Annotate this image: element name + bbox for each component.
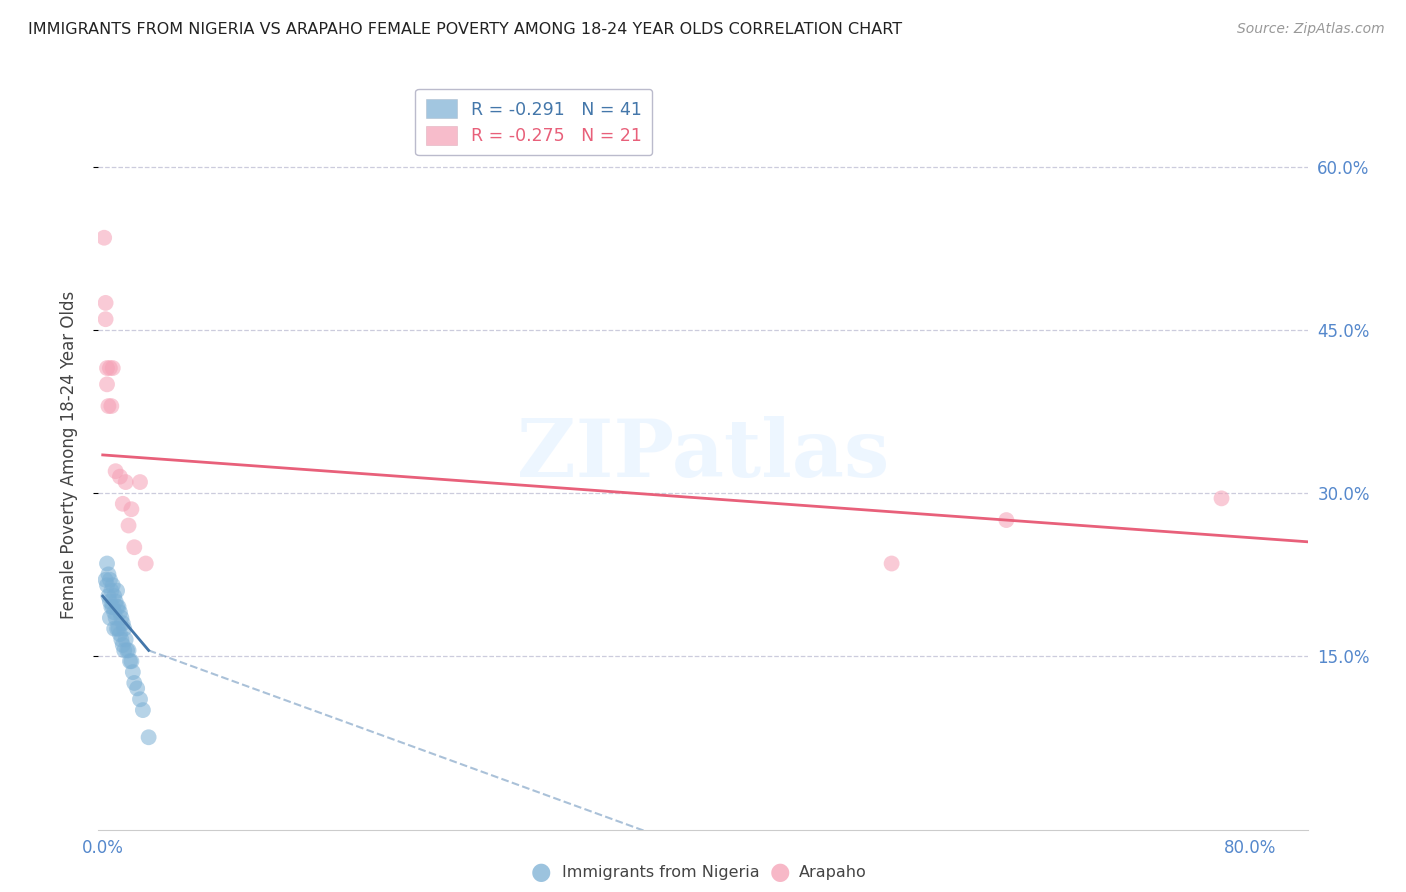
Y-axis label: Female Poverty Among 18-24 Year Olds: Female Poverty Among 18-24 Year Olds <box>59 291 77 619</box>
Point <box>995 513 1018 527</box>
Point <box>117 643 139 657</box>
Point <box>111 616 134 631</box>
Point <box>103 622 125 636</box>
Point <box>112 622 135 636</box>
Point <box>129 475 152 489</box>
Text: Source: ZipAtlas.com: Source: ZipAtlas.com <box>1237 22 1385 37</box>
Point <box>104 611 127 625</box>
Point <box>105 622 128 636</box>
Text: ZIPatlas: ZIPatlas <box>517 416 889 494</box>
Point <box>114 475 136 489</box>
Text: Arapaho: Arapaho <box>799 865 866 880</box>
Point <box>97 399 120 413</box>
Text: IMMIGRANTS FROM NIGERIA VS ARAPAHO FEMALE POVERTY AMONG 18-24 YEAR OLDS CORRELAT: IMMIGRANTS FROM NIGERIA VS ARAPAHO FEMAL… <box>28 22 903 37</box>
Point <box>127 681 149 696</box>
Point <box>103 606 125 620</box>
Point <box>1211 491 1233 506</box>
Point <box>111 638 134 652</box>
Point <box>108 627 131 641</box>
Point <box>96 578 118 592</box>
Point <box>96 557 118 571</box>
Text: Immigrants from Nigeria: Immigrants from Nigeria <box>562 865 761 880</box>
Point <box>110 632 132 647</box>
Point <box>101 578 124 592</box>
Point <box>108 469 131 483</box>
Point <box>107 599 129 614</box>
Point <box>115 643 138 657</box>
Point <box>129 692 152 706</box>
Point <box>880 557 903 571</box>
Point <box>124 540 146 554</box>
Point <box>132 703 155 717</box>
Point <box>94 573 117 587</box>
Point <box>104 594 127 608</box>
Point <box>118 654 141 668</box>
Point <box>135 557 157 571</box>
Point <box>98 611 121 625</box>
Point <box>105 583 128 598</box>
Point <box>101 599 124 614</box>
Point <box>114 632 136 647</box>
Point <box>120 502 142 516</box>
Point <box>120 654 142 668</box>
Point <box>100 599 122 614</box>
Point <box>93 231 115 245</box>
Point <box>96 361 118 376</box>
Text: ●: ● <box>531 861 551 884</box>
Point <box>98 361 121 376</box>
Point <box>96 377 118 392</box>
Point <box>110 611 132 625</box>
Point <box>97 589 120 603</box>
Point <box>112 643 135 657</box>
Point <box>107 622 129 636</box>
Point <box>124 676 146 690</box>
Point <box>98 594 121 608</box>
Point <box>111 497 134 511</box>
Point <box>117 518 139 533</box>
Legend: R = -0.291   N = 41, R = -0.275   N = 21: R = -0.291 N = 41, R = -0.275 N = 21 <box>415 89 652 155</box>
Text: ●: ● <box>770 861 790 884</box>
Point <box>100 399 122 413</box>
Point <box>101 361 124 376</box>
Point <box>97 567 120 582</box>
Point <box>138 731 160 745</box>
Point <box>121 665 143 679</box>
Point <box>104 464 127 478</box>
Point <box>94 296 117 310</box>
Point <box>100 583 122 598</box>
Point <box>105 599 128 614</box>
Point <box>98 573 121 587</box>
Point <box>108 606 131 620</box>
Point <box>103 589 125 603</box>
Point <box>94 312 117 326</box>
